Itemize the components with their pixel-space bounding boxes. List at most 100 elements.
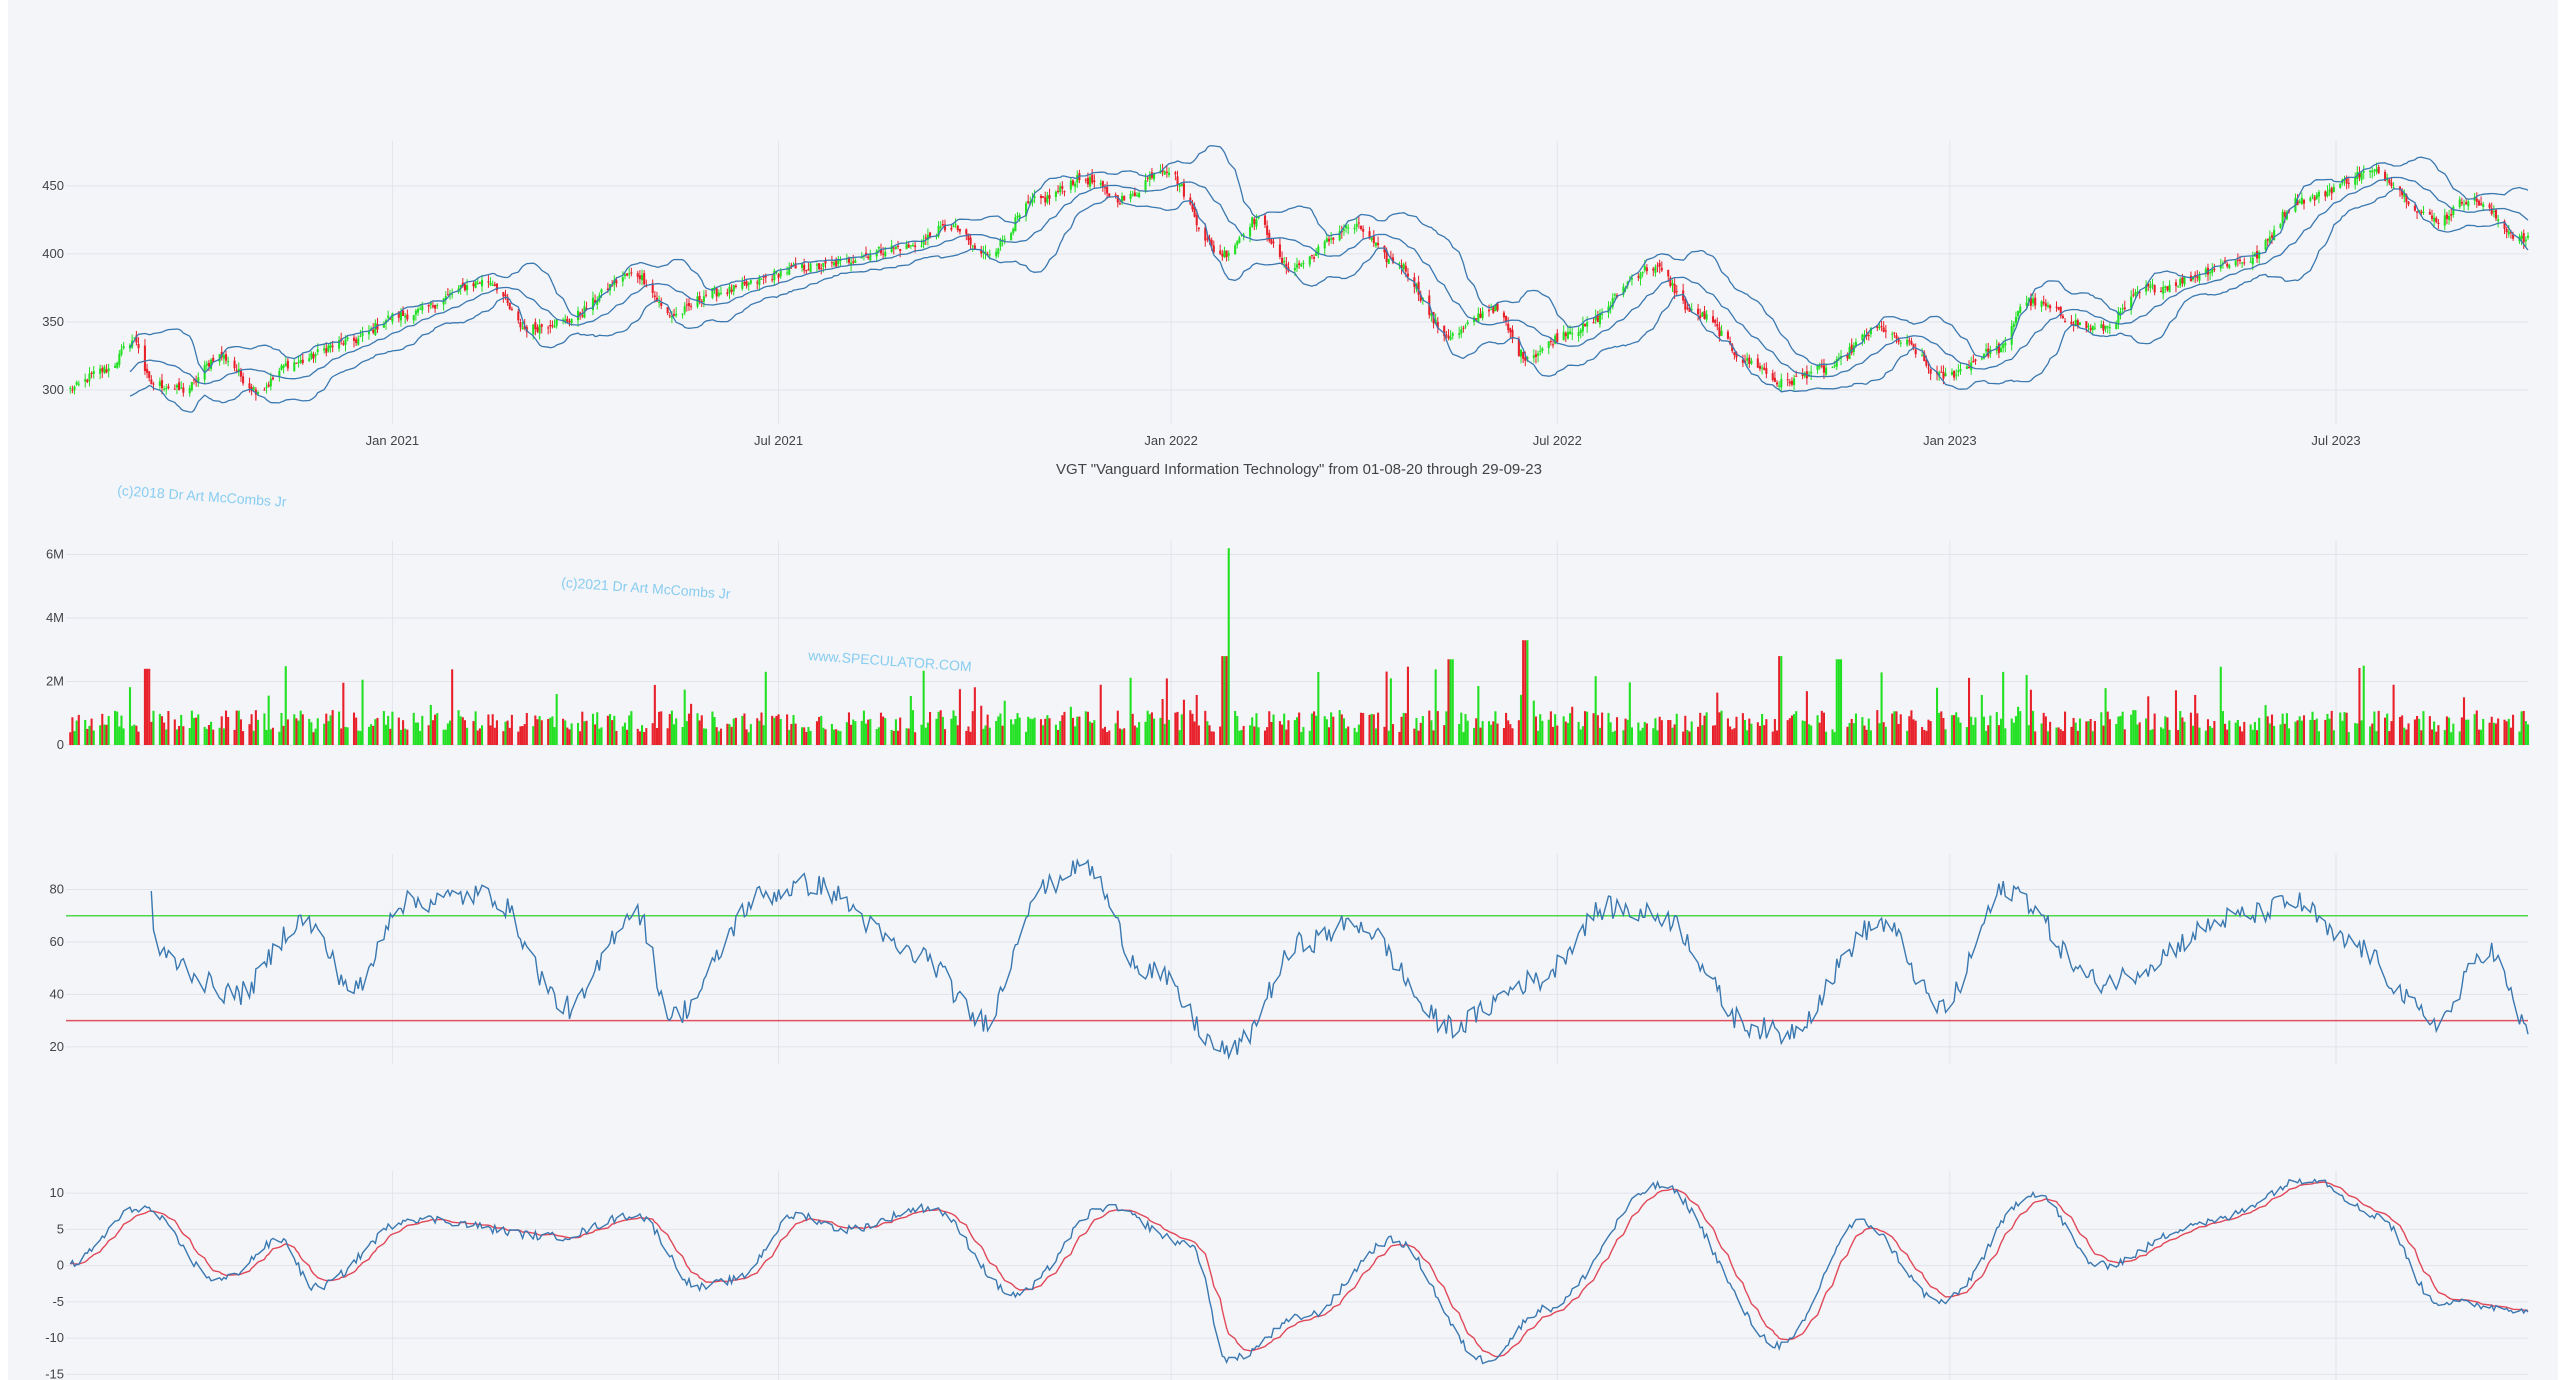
volume-bar [534, 715, 537, 745]
volume-bar [1178, 730, 1181, 745]
candle-body [2332, 186, 2335, 193]
volume-bar [1912, 719, 1915, 745]
candle-body [1682, 290, 1685, 301]
candle-body [777, 273, 780, 278]
candle-body [1658, 263, 1661, 267]
volume-bar [1938, 712, 1941, 745]
candle-body [1596, 314, 1599, 322]
volume-bar [1432, 730, 1435, 745]
volume-bar [508, 727, 511, 745]
candle-body [2226, 263, 2229, 267]
candle-body [1577, 332, 1580, 337]
volume-bar [2012, 722, 2015, 745]
volume-bar [937, 711, 940, 745]
candle-body [1323, 241, 1326, 249]
candle-body [1592, 322, 1595, 324]
volume-bar [894, 719, 897, 745]
candle-body [786, 272, 789, 274]
candle-body [1502, 312, 1505, 318]
candle-body [549, 324, 552, 327]
candle-body [338, 340, 341, 349]
candle-body [1206, 238, 1209, 240]
candle-body [1044, 197, 1047, 203]
candle-body [2422, 211, 2425, 213]
candle-body [2025, 302, 2028, 306]
candle-body [1263, 215, 1267, 225]
volume-bar [242, 731, 245, 745]
candle-body [832, 262, 836, 265]
volume-bar [1684, 715, 1687, 745]
volume-bar [2153, 713, 2156, 745]
candle-body [1193, 207, 1196, 217]
candle-body [1562, 331, 1565, 341]
volume-bar [269, 729, 272, 745]
volume-bar [406, 729, 409, 745]
volume-bar [2087, 721, 2090, 745]
volume-bar [182, 726, 185, 745]
volume-bar [1865, 729, 1868, 745]
candle-body [252, 387, 255, 390]
volume-bar [613, 715, 616, 745]
volume-bar [2046, 731, 2050, 745]
candle-body [2162, 287, 2165, 294]
candle-body [1711, 316, 1715, 323]
candle-body [1310, 255, 1313, 257]
candle-body [235, 370, 238, 372]
volume-bar [892, 730, 895, 745]
volume-bar [640, 725, 644, 745]
volume-bar [598, 728, 601, 745]
bollinger-lower [129, 188, 2529, 413]
candle-body [2130, 296, 2133, 310]
candle-body [1765, 368, 1768, 374]
candle-body [1178, 184, 1181, 187]
volume-bar [84, 719, 87, 745]
volume-bar [1517, 720, 1520, 745]
volume-bar [967, 726, 970, 745]
volume-bar [1944, 729, 1947, 745]
volume-bar [489, 725, 492, 745]
candle-body [852, 261, 855, 263]
volume-bar [233, 729, 236, 745]
candle-body [1293, 267, 1296, 271]
candle-body [2509, 232, 2512, 234]
candle-body [2121, 308, 2124, 310]
volume-bar [2063, 711, 2067, 745]
volume-bar [792, 715, 795, 745]
candle-body [1965, 366, 1968, 369]
volume-bar [1129, 677, 1132, 745]
volume-bar [1029, 718, 1032, 745]
volume-bar [867, 719, 870, 745]
volume-bar [2388, 731, 2391, 745]
volume-bar [404, 728, 407, 745]
volume-bar [1298, 712, 1301, 745]
candle-body [1223, 250, 1226, 258]
candle-body [1048, 195, 1051, 199]
volume-bar [2526, 724, 2530, 745]
candle-body [1153, 173, 1156, 180]
volume-bar [431, 720, 434, 745]
volume-bar [1763, 725, 1766, 745]
candle-body [973, 245, 976, 250]
candle-body [824, 260, 827, 264]
volume-bar [382, 711, 385, 745]
volume-bar [148, 668, 151, 745]
candle-body [715, 288, 718, 297]
volume-bar [188, 728, 191, 745]
candle-body [1167, 172, 1171, 176]
candle-body [463, 284, 466, 291]
candle-body [105, 369, 108, 373]
volume-bar [1748, 718, 1751, 745]
volume-bar [2503, 719, 2506, 745]
candle-body [75, 382, 78, 385]
volume-bar [1257, 727, 1260, 745]
volume-bar [2452, 723, 2455, 745]
candle-body [77, 383, 80, 385]
candle-body [538, 325, 541, 334]
volume-bar [1611, 731, 1614, 745]
volume-bar [1848, 722, 1851, 745]
macd-y-tick-label: -5 [52, 1294, 64, 1309]
volume-bar [1507, 720, 1510, 745]
candle-body [762, 276, 765, 278]
candle-body [611, 285, 614, 287]
volume-bar [525, 712, 528, 745]
